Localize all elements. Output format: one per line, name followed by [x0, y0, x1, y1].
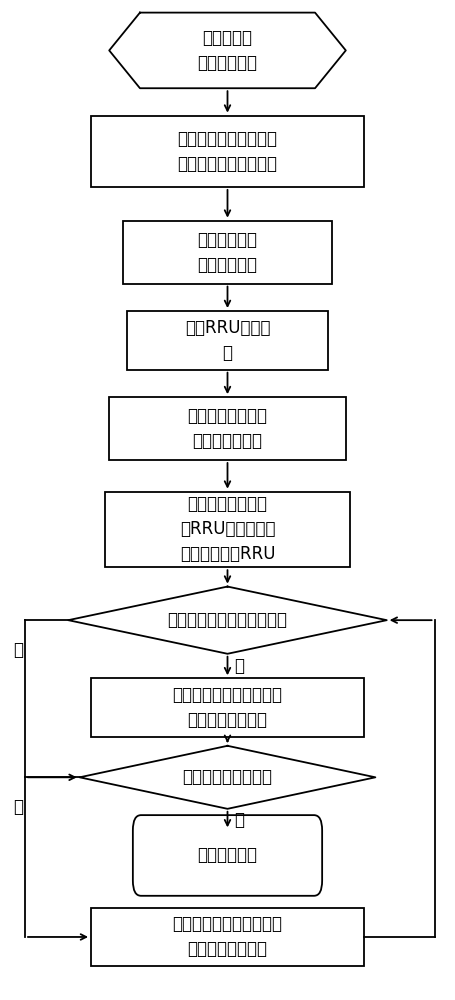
Text: 一级热点作为各小区中
心，确定小区覆盖范围: 一级热点作为各小区中 心，确定小区覆盖范围: [177, 130, 278, 173]
Text: 否: 否: [13, 798, 23, 816]
Text: 小区间干扰是否满足: 小区间干扰是否满足: [182, 768, 273, 786]
Text: 二级热点频率资源是否满足: 二级热点频率资源是否满足: [167, 611, 288, 629]
Text: 从小区中心到边缘的顺序
增加二级热点带宽: 从小区中心到边缘的顺序 增加二级热点带宽: [172, 686, 283, 729]
Text: 在铁路沿线
选择一级热点: 在铁路沿线 选择一级热点: [197, 29, 258, 72]
Bar: [123, 221, 332, 284]
Text: 是: 是: [13, 641, 23, 659]
Text: 在一级热点间等间
距间插二级热点: 在一级热点间等间 距间插二级热点: [187, 407, 268, 450]
Text: 是: 是: [234, 811, 244, 829]
Bar: [91, 678, 364, 737]
Text: 一级热点部署全频
段RRU，二级热点
部署部分频段RRU: 一级热点部署全频 段RRU，二级热点 部署部分频段RRU: [180, 495, 275, 563]
Polygon shape: [80, 746, 375, 809]
Bar: [109, 397, 346, 460]
Bar: [91, 116, 364, 187]
Text: 确定RRU覆盖范
围: 确定RRU覆盖范 围: [185, 319, 270, 362]
Text: 否: 否: [234, 657, 244, 675]
Bar: [105, 492, 350, 567]
FancyBboxPatch shape: [133, 815, 322, 896]
Text: 频率规划结束: 频率规划结束: [197, 846, 258, 864]
Text: 在关键点之间
间插一级热点: 在关键点之间 间插一级热点: [197, 231, 258, 274]
Polygon shape: [109, 13, 346, 88]
Polygon shape: [68, 587, 387, 654]
Bar: [91, 908, 364, 966]
Bar: [127, 311, 328, 370]
Text: 从小区边缘到中心的顺序
减少二级热点带宽: 从小区边缘到中心的顺序 减少二级热点带宽: [172, 915, 283, 958]
